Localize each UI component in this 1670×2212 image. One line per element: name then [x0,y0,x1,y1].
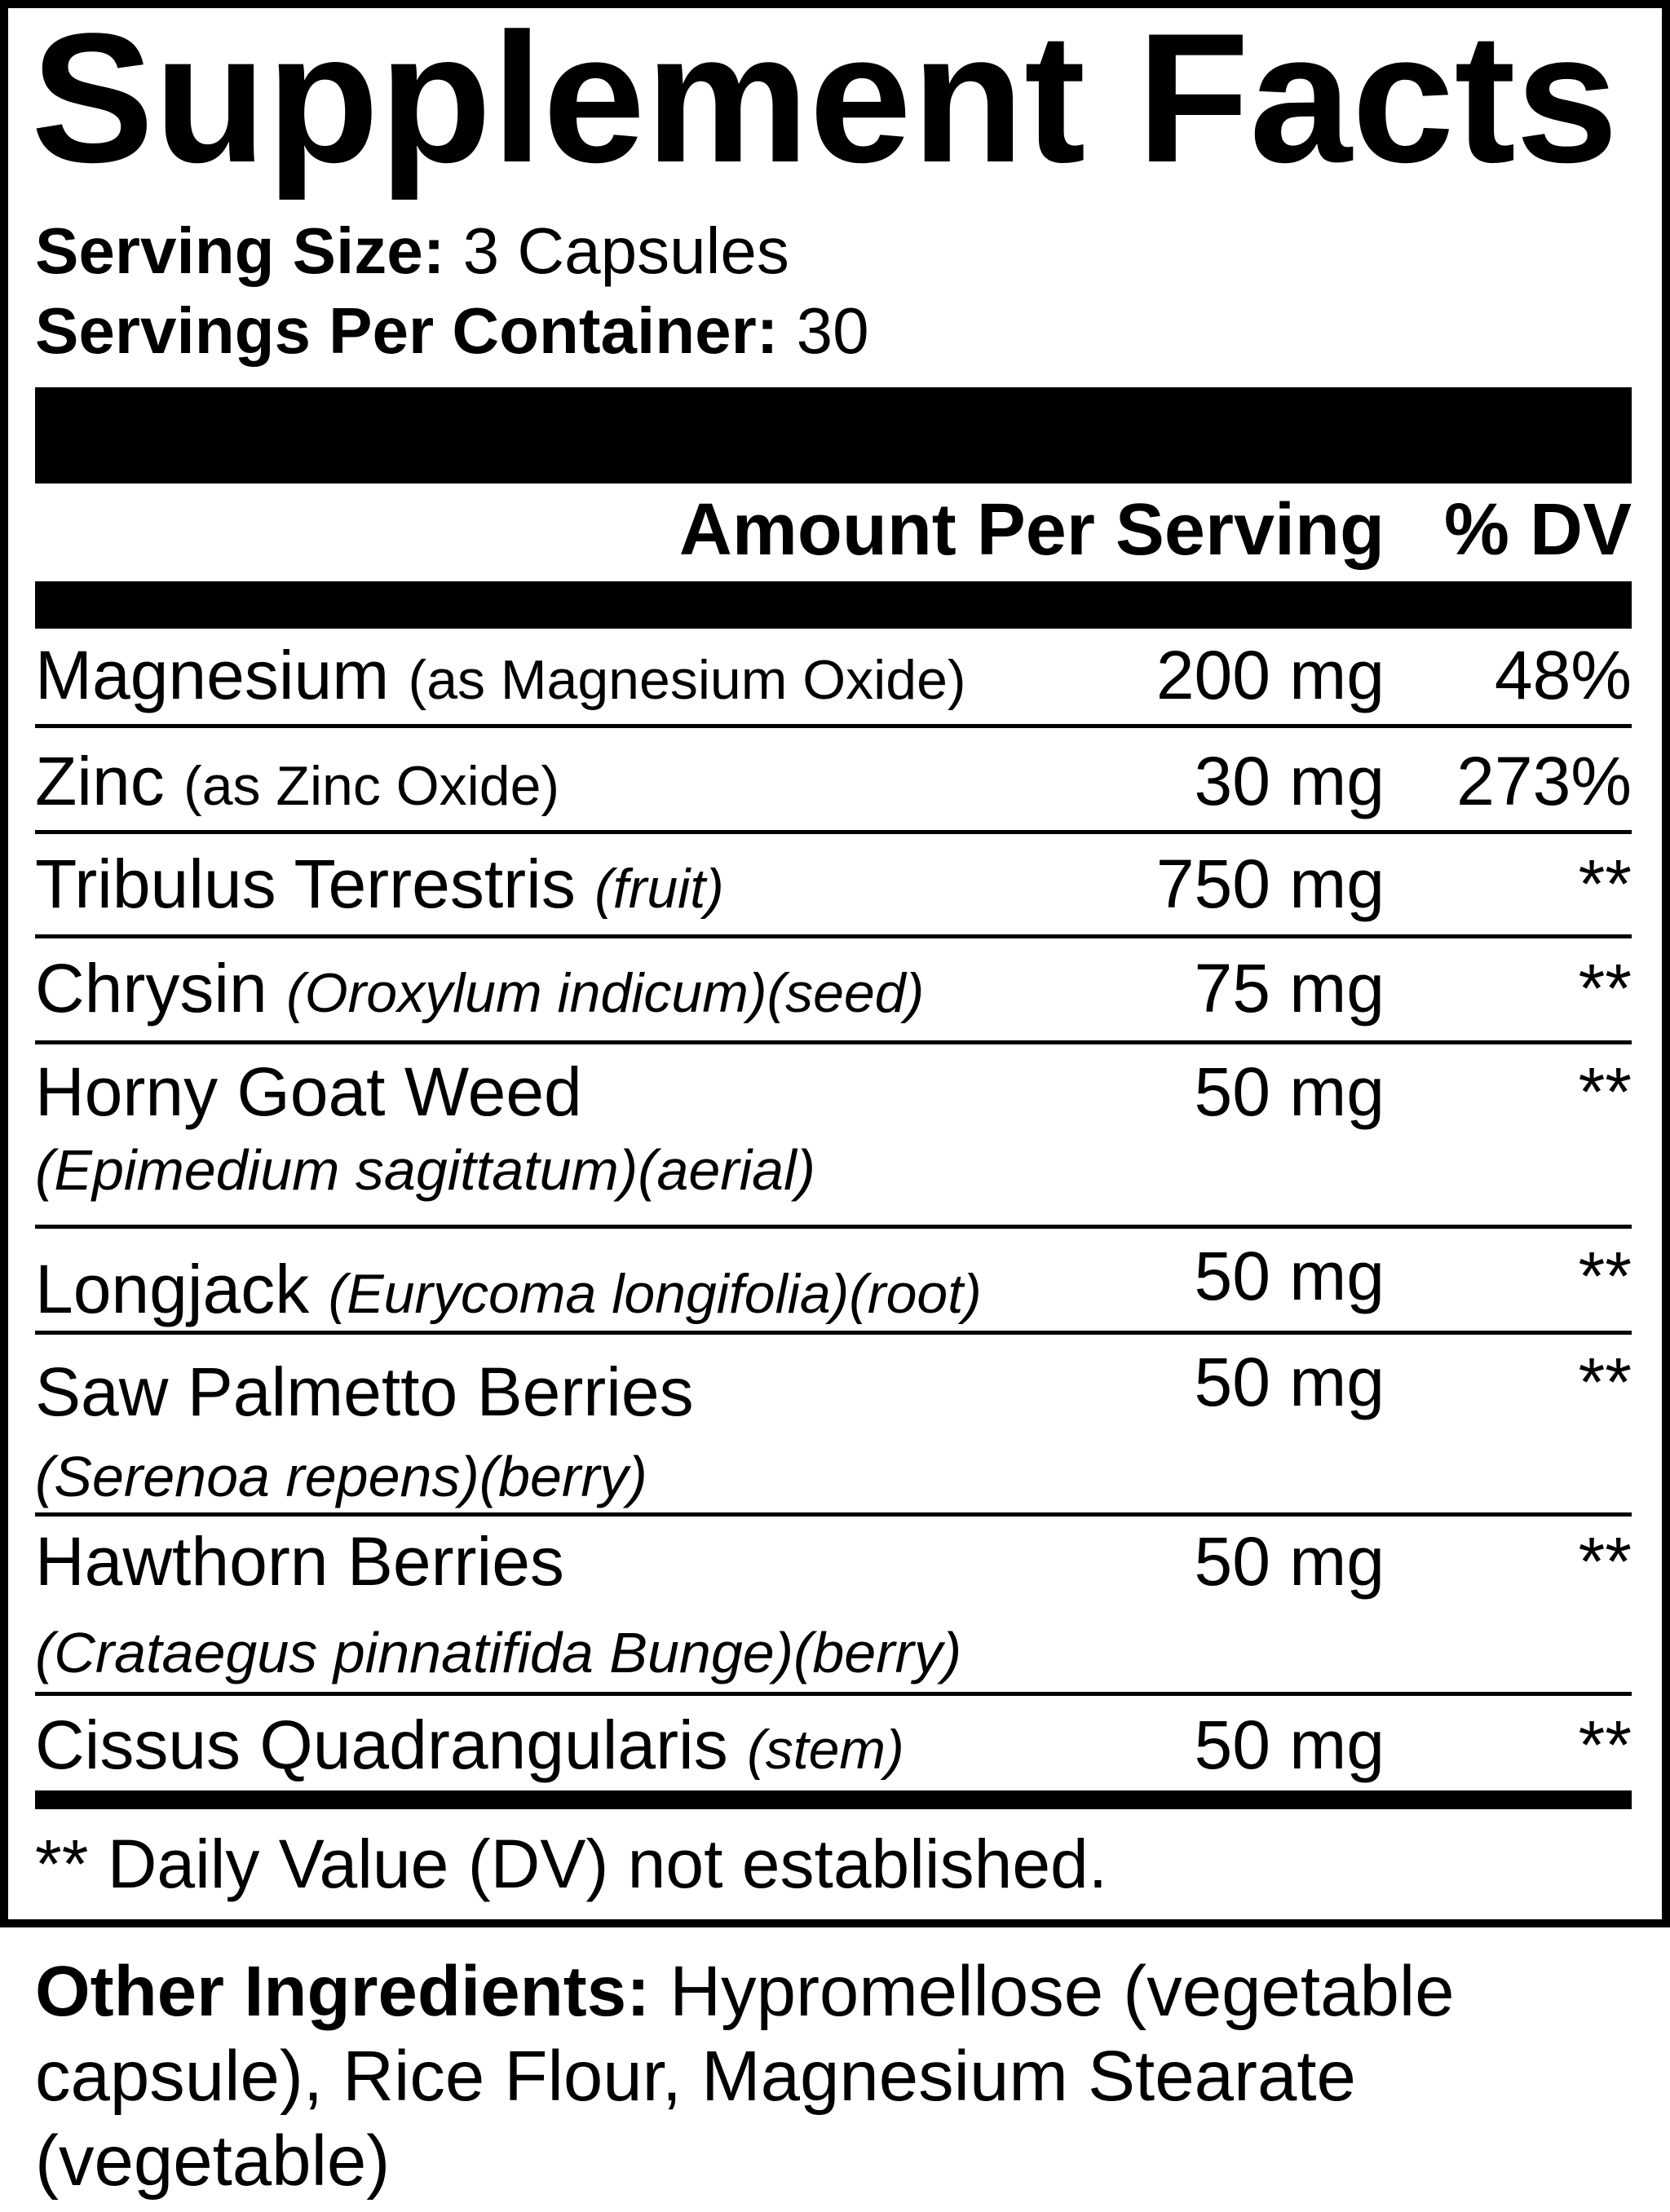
ingredient-row: Hawthorn Berries (Crataegus pinnatifida … [35,1521,1632,1693]
ingredient-row: Longjack (Eurycoma longifolia)(root) 50 … [35,1238,1632,1335]
row-divider [35,1512,1632,1517]
ingredient-dv: ** [1578,1344,1632,1420]
row-divider [35,830,1632,834]
row-divider [35,1225,1632,1229]
servings-per-container: Servings Per Container: 30 [35,290,869,372]
ingredient-dv: ** [1578,1238,1632,1314]
ingredient-name: Zinc [35,743,165,819]
dv-header: % DV [1443,489,1632,571]
ingredient-name: Chrysin [35,950,267,1027]
amount-header: Amount Per Serving [678,489,1385,571]
serving-size: Serving Size: 3 Capsules [35,210,789,292]
ingredient-source: (Serenoa repens)(berry) [35,1445,647,1508]
ingredient-dv: 48% [1494,637,1632,713]
serving-size-value: 3 Capsules [462,214,789,287]
footnote: ** Daily Value (DV) not established. [35,1826,1108,1902]
ingredient-note: (fruit) [594,858,724,920]
row-divider [35,724,1632,728]
ingredient-row: Horny Goat Weed (Epimedium sagittatum)(a… [35,1051,1632,1211]
ingredient-row: Chrysin (Oroxylum indicum)(seed) 75 mg *… [35,947,1632,1034]
ingredient-amount: 750 mg [1155,846,1385,922]
ingredient-dv: ** [1578,1706,1632,1783]
bottom-divider [35,1790,1632,1809]
ingredient-note: (as Magnesium Oxide) [408,649,966,711]
ingredient-name: Horny Goat Weed [35,1053,582,1130]
other-ingredients-value: Hypromellose (vegetable capsule), Rice F… [35,1952,1455,2201]
servings-per-container-label: Servings Per Container: [35,294,779,367]
ingredient-name: Hawthorn Berries [35,1523,564,1600]
ingredient-amount: 75 mg [1194,950,1385,1027]
ingredient-name: Magnesium [35,637,390,713]
ingredient-source: (Epimedium sagittatum)(aerial) [35,1138,815,1202]
other-ingredients: Other Ingredients: Hypromellose (vegetab… [35,1949,1633,2204]
row-divider [35,934,1632,938]
ingredient-dv: ** [1578,1523,1632,1600]
ingredient-note: (as Zinc Oxide) [183,755,560,817]
other-ingredients-label: Other Ingredients: [35,1952,651,2031]
ingredient-amount: 50 mg [1194,1706,1385,1783]
ingredient-source: (Crataegus pinnatifida Bunge)(berry) [35,1621,962,1684]
ingredient-row: Cissus Quadrangularis (stem) 50 mg ** [35,1704,1632,1790]
ingredient-amount: 50 mg [1194,1523,1385,1600]
ingredient-amount: 30 mg [1194,743,1385,819]
supplement-facts-panel [0,0,1670,1927]
ingredient-dv: ** [1578,950,1632,1027]
row-divider [35,1692,1632,1696]
ingredient-note: (Oroxylum indicum)(seed) [286,962,925,1024]
ingredient-amount: 50 mg [1194,1344,1385,1420]
ingredient-name: Cissus Quadrangularis [35,1706,728,1783]
ingredient-dv: 273% [1456,743,1632,819]
ingredient-dv: ** [1578,846,1632,922]
row-divider [35,1040,1632,1044]
row-divider [35,1331,1632,1335]
ingredient-note: (Eurycoma longifolia)(root) [328,1263,982,1325]
header-divider [35,581,1632,629]
ingredient-row: Tribulus Terrestris (fruit) 750 mg ** [35,843,1632,929]
ingredient-row: Saw Palmetto Berries (Serenoa repens)(be… [35,1344,1632,1517]
ingredient-dv: ** [1578,1053,1632,1130]
ingredient-amount: 200 mg [1155,637,1385,713]
ingredient-amount: 50 mg [1194,1238,1385,1314]
ingredient-name: Longjack [35,1251,310,1327]
ingredient-note: (stem) [747,1719,904,1781]
panel-title: Supplement Facts [31,0,1619,201]
ingredient-name: Tribulus Terrestris [35,846,576,922]
ingredient-amount: 50 mg [1194,1053,1385,1130]
ingredient-row: Magnesium (as Magnesium Oxide) 200 mg 48… [35,634,1632,721]
ingredient-row: Zinc (as Zinc Oxide) 30 mg 273% [35,740,1632,827]
serving-size-label: Serving Size: [35,214,445,287]
servings-per-container-value: 30 [796,294,869,367]
thick-divider [35,387,1632,483]
ingredient-name: Saw Palmetto Berries [35,1353,694,1430]
